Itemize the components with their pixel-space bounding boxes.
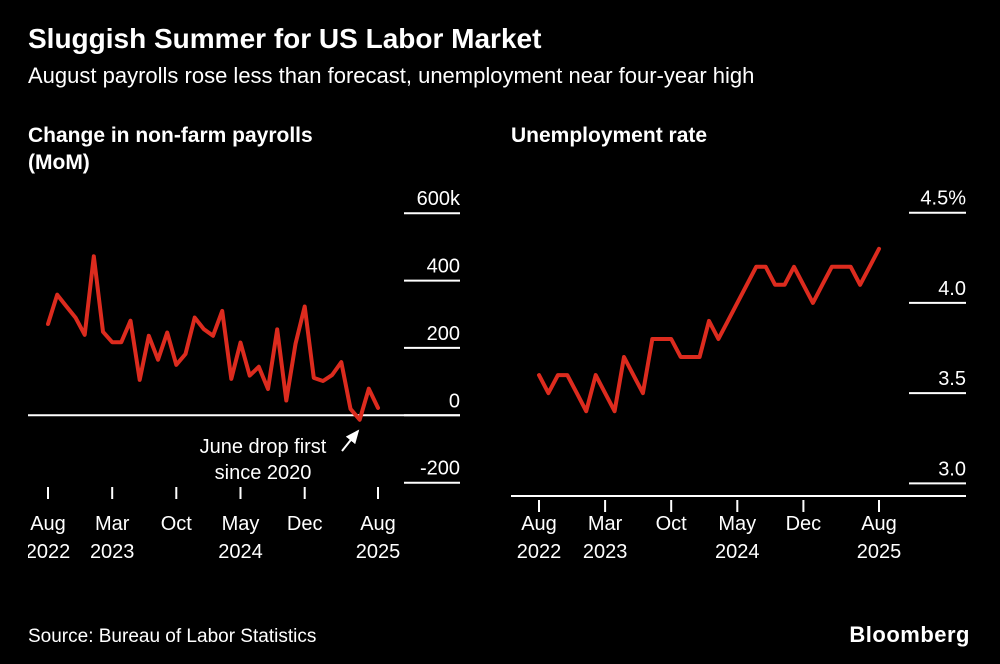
x-axis-month-label: May [222, 513, 260, 535]
x-axis-month-label: Mar [95, 513, 130, 535]
x-axis-year-label: 2025 [857, 541, 902, 563]
x-axis-month-label: Aug [521, 513, 557, 535]
payrolls-chart-section: Change in non-farm payrolls (MoM) 600k 400… [28, 123, 463, 573]
x-axis-year-label: 2024 [218, 541, 263, 563]
x-axis-month-label: Aug [360, 513, 396, 535]
payrolls-title-line1: Change in non-farm payrolls [28, 124, 313, 148]
y-axis-label: 3.5 [938, 368, 966, 390]
y-axis-label: 0 [449, 390, 460, 412]
annotation-arrow [341, 429, 360, 452]
data-line [46, 254, 380, 422]
y-axis-label: 4.0 [938, 278, 966, 300]
charts-row: Change in non-farm payrolls (MoM) 600k 400… [28, 123, 972, 573]
y-axis-label: 600k [417, 188, 461, 210]
x-axis-year-label: 2025 [356, 541, 401, 563]
y-axis-label: 200 [427, 323, 460, 345]
payrolls-chart-title: Change in non-farm payrolls (MoM) [28, 123, 463, 179]
page-subtitle: August payrolls rose less than forecast,… [28, 62, 755, 88]
x-axis-year-label: 2024 [715, 541, 760, 563]
data-line [537, 246, 881, 414]
x-axis-month-label: Dec [287, 513, 323, 535]
bloomberg-logo: Bloomberg [849, 622, 970, 647]
unemployment-chart-section: Unemployment rate 4.5% 4.0 3.5 3.0 Aug 2022 Ma… [511, 123, 971, 573]
x-axis-month-label: Mar [588, 513, 623, 535]
x-axis-month-label: Dec [786, 513, 822, 535]
x-axis-year-label: 2023 [90, 541, 135, 563]
x-axis-year-label: 2022 [517, 541, 562, 563]
x-axis-month-label: Oct [656, 513, 688, 535]
page-title: Sluggish Summer for US Labor Market [28, 23, 542, 54]
x-axis-month-label: Oct [161, 513, 193, 535]
annotation-text: June drop first [200, 436, 327, 458]
y-axis-label: 4.5% [920, 188, 966, 210]
y-axis-label: 400 [427, 256, 460, 278]
payrolls-line-chart: 600k 400 200 0 -200 Aug 2022 Mar 2023 Oct May 2024 D… [28, 188, 461, 563]
payrolls-title-line2: (MoM) [28, 150, 90, 174]
source-attribution: Source: Bureau of Labor Statistics [28, 626, 317, 647]
x-axis-month-label: Aug [30, 513, 66, 535]
footer: Source: Bureau of Labor Statistics Bloom… [28, 622, 970, 648]
x-axis-year-label: 2023 [583, 541, 628, 563]
unemployment-title-line1: Unemployment rate [511, 124, 708, 148]
unemployment-line-chart: 4.5% 4.0 3.5 3.0 Aug 2022 Mar 2023 Oct May 2024 Dec… [511, 188, 966, 563]
y-axis-label: -200 [420, 458, 460, 480]
annotation-text: since 2020 [215, 462, 312, 484]
x-axis-month-label: Aug [861, 513, 897, 535]
unemployment-chart-title: Unemployment rate [511, 123, 971, 179]
x-axis-year-label: 2022 [28, 541, 70, 563]
y-axis-label: 3.0 [938, 458, 966, 480]
x-axis-month-label: May [718, 513, 756, 535]
